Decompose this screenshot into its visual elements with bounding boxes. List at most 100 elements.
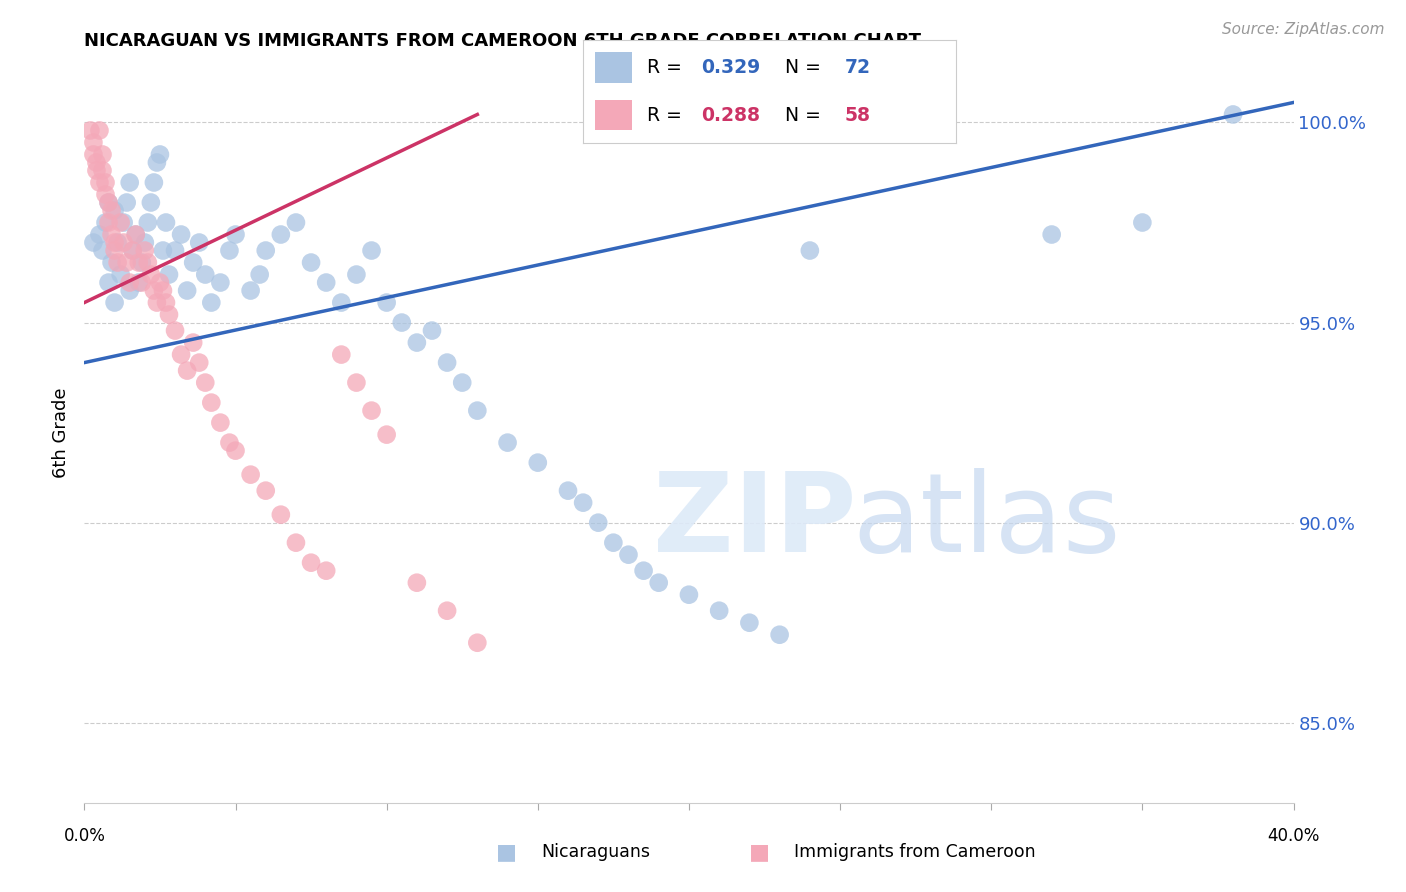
Text: Immigrants from Cameroon: Immigrants from Cameroon [794, 843, 1036, 861]
Point [678, 588, 700, 602]
Point [194, 268, 217, 282]
Point [270, 227, 292, 242]
Point [633, 564, 655, 578]
Point [406, 335, 429, 350]
Point [239, 467, 262, 482]
Point [118, 276, 141, 290]
Point [285, 215, 308, 229]
Point [131, 255, 153, 269]
Point [128, 255, 150, 269]
Point [270, 508, 292, 522]
Point [91, 163, 114, 178]
Point [188, 355, 211, 369]
Point [239, 284, 262, 298]
Point [125, 227, 148, 242]
Point [121, 244, 143, 258]
Point [82, 136, 104, 150]
Text: 0.288: 0.288 [700, 105, 759, 125]
Point [82, 147, 104, 161]
Point [1130, 215, 1153, 229]
Text: ZIP: ZIP [652, 468, 856, 575]
Point [86, 155, 108, 169]
Point [118, 176, 141, 190]
Point [152, 244, 174, 258]
Point [107, 255, 129, 269]
Point [299, 255, 322, 269]
Point [94, 215, 117, 229]
Point [165, 324, 187, 338]
Point [89, 123, 111, 137]
Point [118, 284, 141, 298]
Point [97, 276, 120, 290]
Y-axis label: 6th Grade: 6th Grade [52, 387, 70, 478]
Point [94, 176, 117, 190]
Point [134, 235, 156, 250]
Point [139, 195, 162, 210]
Point [406, 575, 429, 590]
Text: N =: N = [785, 58, 827, 78]
Point [218, 435, 240, 450]
Point [115, 255, 138, 269]
Point [82, 235, 104, 250]
Point [330, 348, 353, 362]
Point [128, 276, 150, 290]
Point [315, 564, 337, 578]
Point [360, 244, 382, 258]
Point [149, 276, 172, 290]
Text: 0.0%: 0.0% [63, 827, 105, 845]
Text: R =: R = [647, 105, 688, 125]
Point [157, 268, 180, 282]
Text: NICARAGUAN VS IMMIGRANTS FROM CAMEROON 6TH GRADE CORRELATION CHART: NICARAGUAN VS IMMIGRANTS FROM CAMEROON 6… [84, 32, 921, 50]
Point [176, 284, 198, 298]
Point [496, 435, 519, 450]
Point [110, 268, 132, 282]
Point [557, 483, 579, 498]
Point [89, 227, 111, 242]
Point [146, 295, 169, 310]
Point [572, 496, 595, 510]
Point [112, 215, 135, 229]
Point [617, 548, 640, 562]
Point [134, 244, 156, 258]
Point [467, 403, 489, 417]
Point [315, 276, 337, 290]
Point [249, 268, 271, 282]
Text: N =: N = [785, 105, 827, 125]
Point [112, 235, 135, 250]
Point [225, 227, 247, 242]
Point [799, 244, 821, 258]
Point [200, 395, 222, 409]
Text: R =: R = [647, 58, 688, 78]
Text: Nicaraguans: Nicaraguans [541, 843, 651, 861]
Text: ■: ■ [496, 842, 516, 862]
Point [131, 276, 153, 290]
Point [181, 335, 204, 350]
Point [467, 636, 489, 650]
Point [346, 376, 368, 390]
Point [139, 268, 162, 282]
Bar [595, 53, 631, 83]
Point [225, 443, 247, 458]
Point [97, 195, 120, 210]
Point [142, 284, 165, 298]
Text: ■: ■ [749, 842, 769, 862]
Point [115, 195, 138, 210]
Text: 72: 72 [844, 58, 870, 78]
Point [149, 147, 172, 161]
Point [170, 227, 193, 242]
Point [375, 427, 398, 442]
Point [330, 295, 353, 310]
Point [79, 123, 101, 137]
Point [136, 215, 159, 229]
Point [1040, 227, 1063, 242]
Point [218, 244, 240, 258]
Point [104, 203, 127, 218]
Point [451, 376, 474, 390]
Point [194, 376, 217, 390]
Point [97, 215, 120, 229]
Point [588, 516, 610, 530]
Point [648, 575, 671, 590]
Point [125, 227, 148, 242]
Point [299, 556, 322, 570]
Bar [595, 100, 631, 130]
